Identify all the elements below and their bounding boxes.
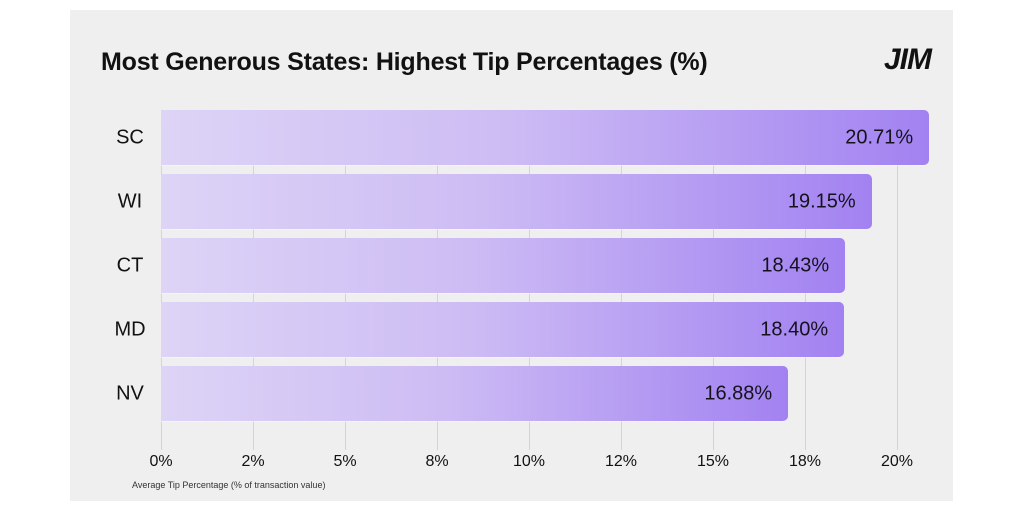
bar-value-label: 16.88% — [704, 382, 773, 404]
x-tick-label: 0% — [149, 453, 173, 470]
brand-logo: JIM — [883, 43, 932, 76]
bar-value-label: 19.15% — [787, 190, 856, 212]
x-tick-label: 18% — [788, 453, 822, 470]
category-label: CT — [116, 254, 144, 276]
bar-value-label: 18.40% — [760, 318, 829, 340]
x-tick-label: 10% — [512, 453, 546, 470]
bar-wi: 19.15% — [161, 174, 872, 229]
category-label: MD — [114, 318, 146, 340]
x-tick-label: 20% — [880, 453, 914, 470]
chart-card: Most Generous States: Highest Tip Percen… — [70, 10, 953, 501]
bar-md: 18.40% — [161, 302, 845, 357]
bar-value-label: 20.71% — [845, 126, 914, 148]
x-tick-label: 8% — [425, 453, 449, 470]
plot-area: 0% 2% 5% 8% 10% 12% 15% 18% 20% 20.71% SC 19.15% WI 1… — [70, 10, 953, 501]
bar-ct: 18.43% — [161, 238, 846, 293]
category-label: NV — [116, 382, 144, 404]
bar-value-label: 18.43% — [761, 254, 830, 276]
bar-sc: 20.71% — [161, 110, 930, 165]
category-label: WI — [117, 190, 143, 212]
x-tick-label: 15% — [696, 453, 730, 470]
gridline — [897, 110, 898, 450]
x-tick-label: 2% — [241, 453, 265, 470]
category-label: SC — [116, 126, 144, 148]
bar-nv: 16.88% — [161, 366, 789, 421]
chart-title: Most Generous States: Highest Tip Percen… — [101, 48, 708, 76]
x-tick-label: 12% — [604, 453, 638, 470]
x-tick-label: 5% — [333, 453, 357, 470]
x-axis-label: Average Tip Percentage (% of transaction… — [132, 480, 326, 490]
